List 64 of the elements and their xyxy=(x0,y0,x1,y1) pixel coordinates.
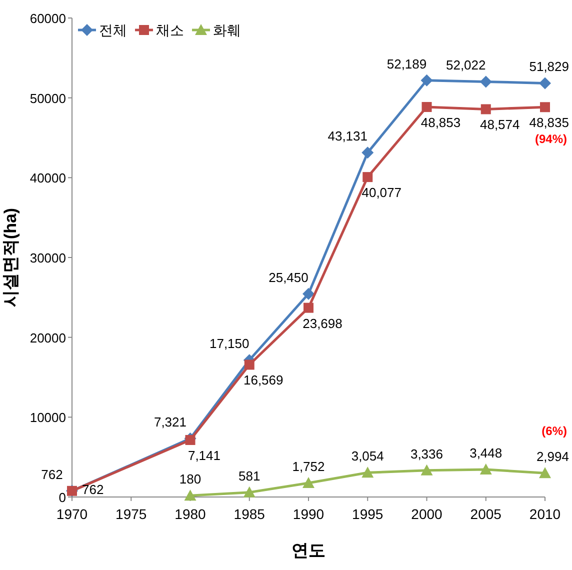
data-label: 17,150 xyxy=(209,336,250,352)
legend-label: 채소 xyxy=(156,22,184,38)
data-label: 581 xyxy=(238,468,260,484)
point xyxy=(422,102,432,112)
x-tick-label: 1970 xyxy=(56,506,88,522)
data-label: 48,853 xyxy=(420,114,461,130)
y-tick-label: 40000 xyxy=(30,170,66,186)
data-label: 25,450 xyxy=(268,270,308,285)
point xyxy=(539,77,551,90)
data-label: 52,189 xyxy=(386,56,427,72)
x-tick-label: 2000 xyxy=(411,506,443,522)
legend-label: 화훼 xyxy=(213,22,241,38)
data-label: 43,131 xyxy=(328,128,368,144)
point xyxy=(420,74,433,86)
point xyxy=(302,477,314,488)
legend-label: 전체 xyxy=(99,22,127,38)
x-tick-label: 1995 xyxy=(352,506,384,522)
data-label: 52,022 xyxy=(446,58,486,73)
data-label: 23,698 xyxy=(302,316,342,331)
point xyxy=(184,490,196,501)
point xyxy=(304,302,314,313)
data-label: 762 xyxy=(82,482,104,497)
data-label: 762 xyxy=(41,466,63,482)
x-axis-title: 연도 xyxy=(292,541,326,560)
x-tick-label: 1975 xyxy=(116,506,147,522)
point xyxy=(480,463,492,474)
data-label: 2,994 xyxy=(536,449,569,464)
point xyxy=(540,102,550,112)
y-axis-title: 시설면적(ha) xyxy=(1,208,20,308)
data-label: 3,336 xyxy=(410,446,444,462)
y-tick-label: 60000 xyxy=(30,11,66,26)
data-label: 180 xyxy=(179,472,202,487)
data-label: 40,077 xyxy=(362,185,402,200)
data-label: 7,321 xyxy=(154,414,187,430)
point xyxy=(362,172,373,182)
point xyxy=(539,467,551,478)
point xyxy=(362,466,374,478)
point xyxy=(362,146,374,159)
data-label: 3,448 xyxy=(470,445,502,460)
data-label: 48,835 xyxy=(529,115,569,130)
point xyxy=(243,486,256,498)
x-tick-label: 1990 xyxy=(292,506,324,522)
data-label: 16,569 xyxy=(243,372,284,388)
point xyxy=(420,464,433,476)
x-tick-label: 1985 xyxy=(234,506,266,522)
data-label: 7,141 xyxy=(188,448,221,463)
y-tick-label: 20000 xyxy=(30,330,66,346)
data-label: 51,829 xyxy=(529,59,569,74)
data-label: 1,752 xyxy=(292,459,325,474)
annotation: (94%) xyxy=(534,132,567,146)
y-tick-label: 0 xyxy=(58,490,66,505)
x-tick-label: 1980 xyxy=(174,506,206,522)
x-tick-label: 2010 xyxy=(529,506,561,522)
y-tick-label: 50000 xyxy=(30,90,66,106)
data-label: 48,574 xyxy=(480,117,520,132)
point xyxy=(480,76,492,88)
y-tick-label: 30000 xyxy=(30,250,66,266)
annotation: (6%) xyxy=(542,424,567,438)
y-tick-label: 10000 xyxy=(30,410,66,426)
x-tick-label: 2005 xyxy=(470,506,502,522)
point xyxy=(302,288,314,300)
data-label: 3,054 xyxy=(351,448,384,464)
point xyxy=(480,104,491,114)
point xyxy=(244,360,254,370)
